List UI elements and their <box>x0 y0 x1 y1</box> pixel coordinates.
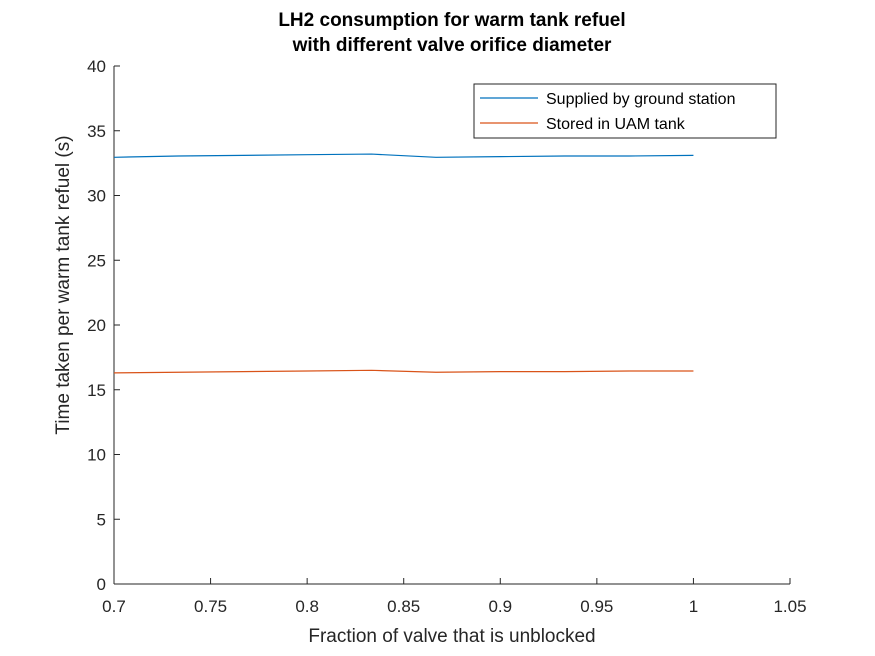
x-axis-label: Fraction of valve that is unblocked <box>308 626 595 647</box>
legend-box <box>473 83 777 139</box>
x-tick-label: 0.75 <box>194 597 227 616</box>
chart-title-line: LH2 consumption for warm tank refuel <box>278 10 625 31</box>
y-tick-label: 35 <box>87 122 106 141</box>
chart-title-line: with different valve orifice diameter <box>292 35 612 56</box>
y-tick-label: 40 <box>87 57 106 76</box>
y-tick-label: 0 <box>97 575 106 594</box>
axes <box>113 66 790 585</box>
y-axis-ticks: 0 5 10 15 20 25 30 35 40 <box>87 57 120 594</box>
x-tick-label: 0.8 <box>295 597 319 616</box>
y-tick-label: 10 <box>87 446 106 465</box>
x-tick-label: 0.85 <box>387 597 420 616</box>
series-line-0 <box>113 153 694 158</box>
x-tick-label: 1.05 <box>773 597 806 616</box>
y-axis-label: Time taken per warm tank refuel (s) <box>53 135 74 434</box>
x-tick-label: 1 <box>689 597 698 616</box>
x-axis-ticks: 0.7 0.75 0.8 0.85 0.9 0.95 1 1.05 <box>102 578 807 616</box>
x-tick-label: 0.95 <box>580 597 613 616</box>
series-lines <box>113 153 694 374</box>
legend-entry: Supplied by ground station <box>546 91 735 108</box>
series-line-1 <box>113 369 694 374</box>
x-tick-label: 0.7 <box>102 597 126 616</box>
y-tick-label: 20 <box>87 316 106 335</box>
y-tick-label: 25 <box>87 251 106 270</box>
y-tick-label: 15 <box>87 381 106 400</box>
legend-entry: Stored in UAM tank <box>546 116 686 133</box>
chart-title: LH2 consumption for warm tank refuel with… <box>278 10 625 56</box>
y-tick-label: 5 <box>97 510 106 529</box>
x-tick-label: 0.9 <box>488 597 512 616</box>
legend: Supplied by ground station Stored in UAM … <box>473 83 777 139</box>
y-tick-label: 30 <box>87 187 106 206</box>
